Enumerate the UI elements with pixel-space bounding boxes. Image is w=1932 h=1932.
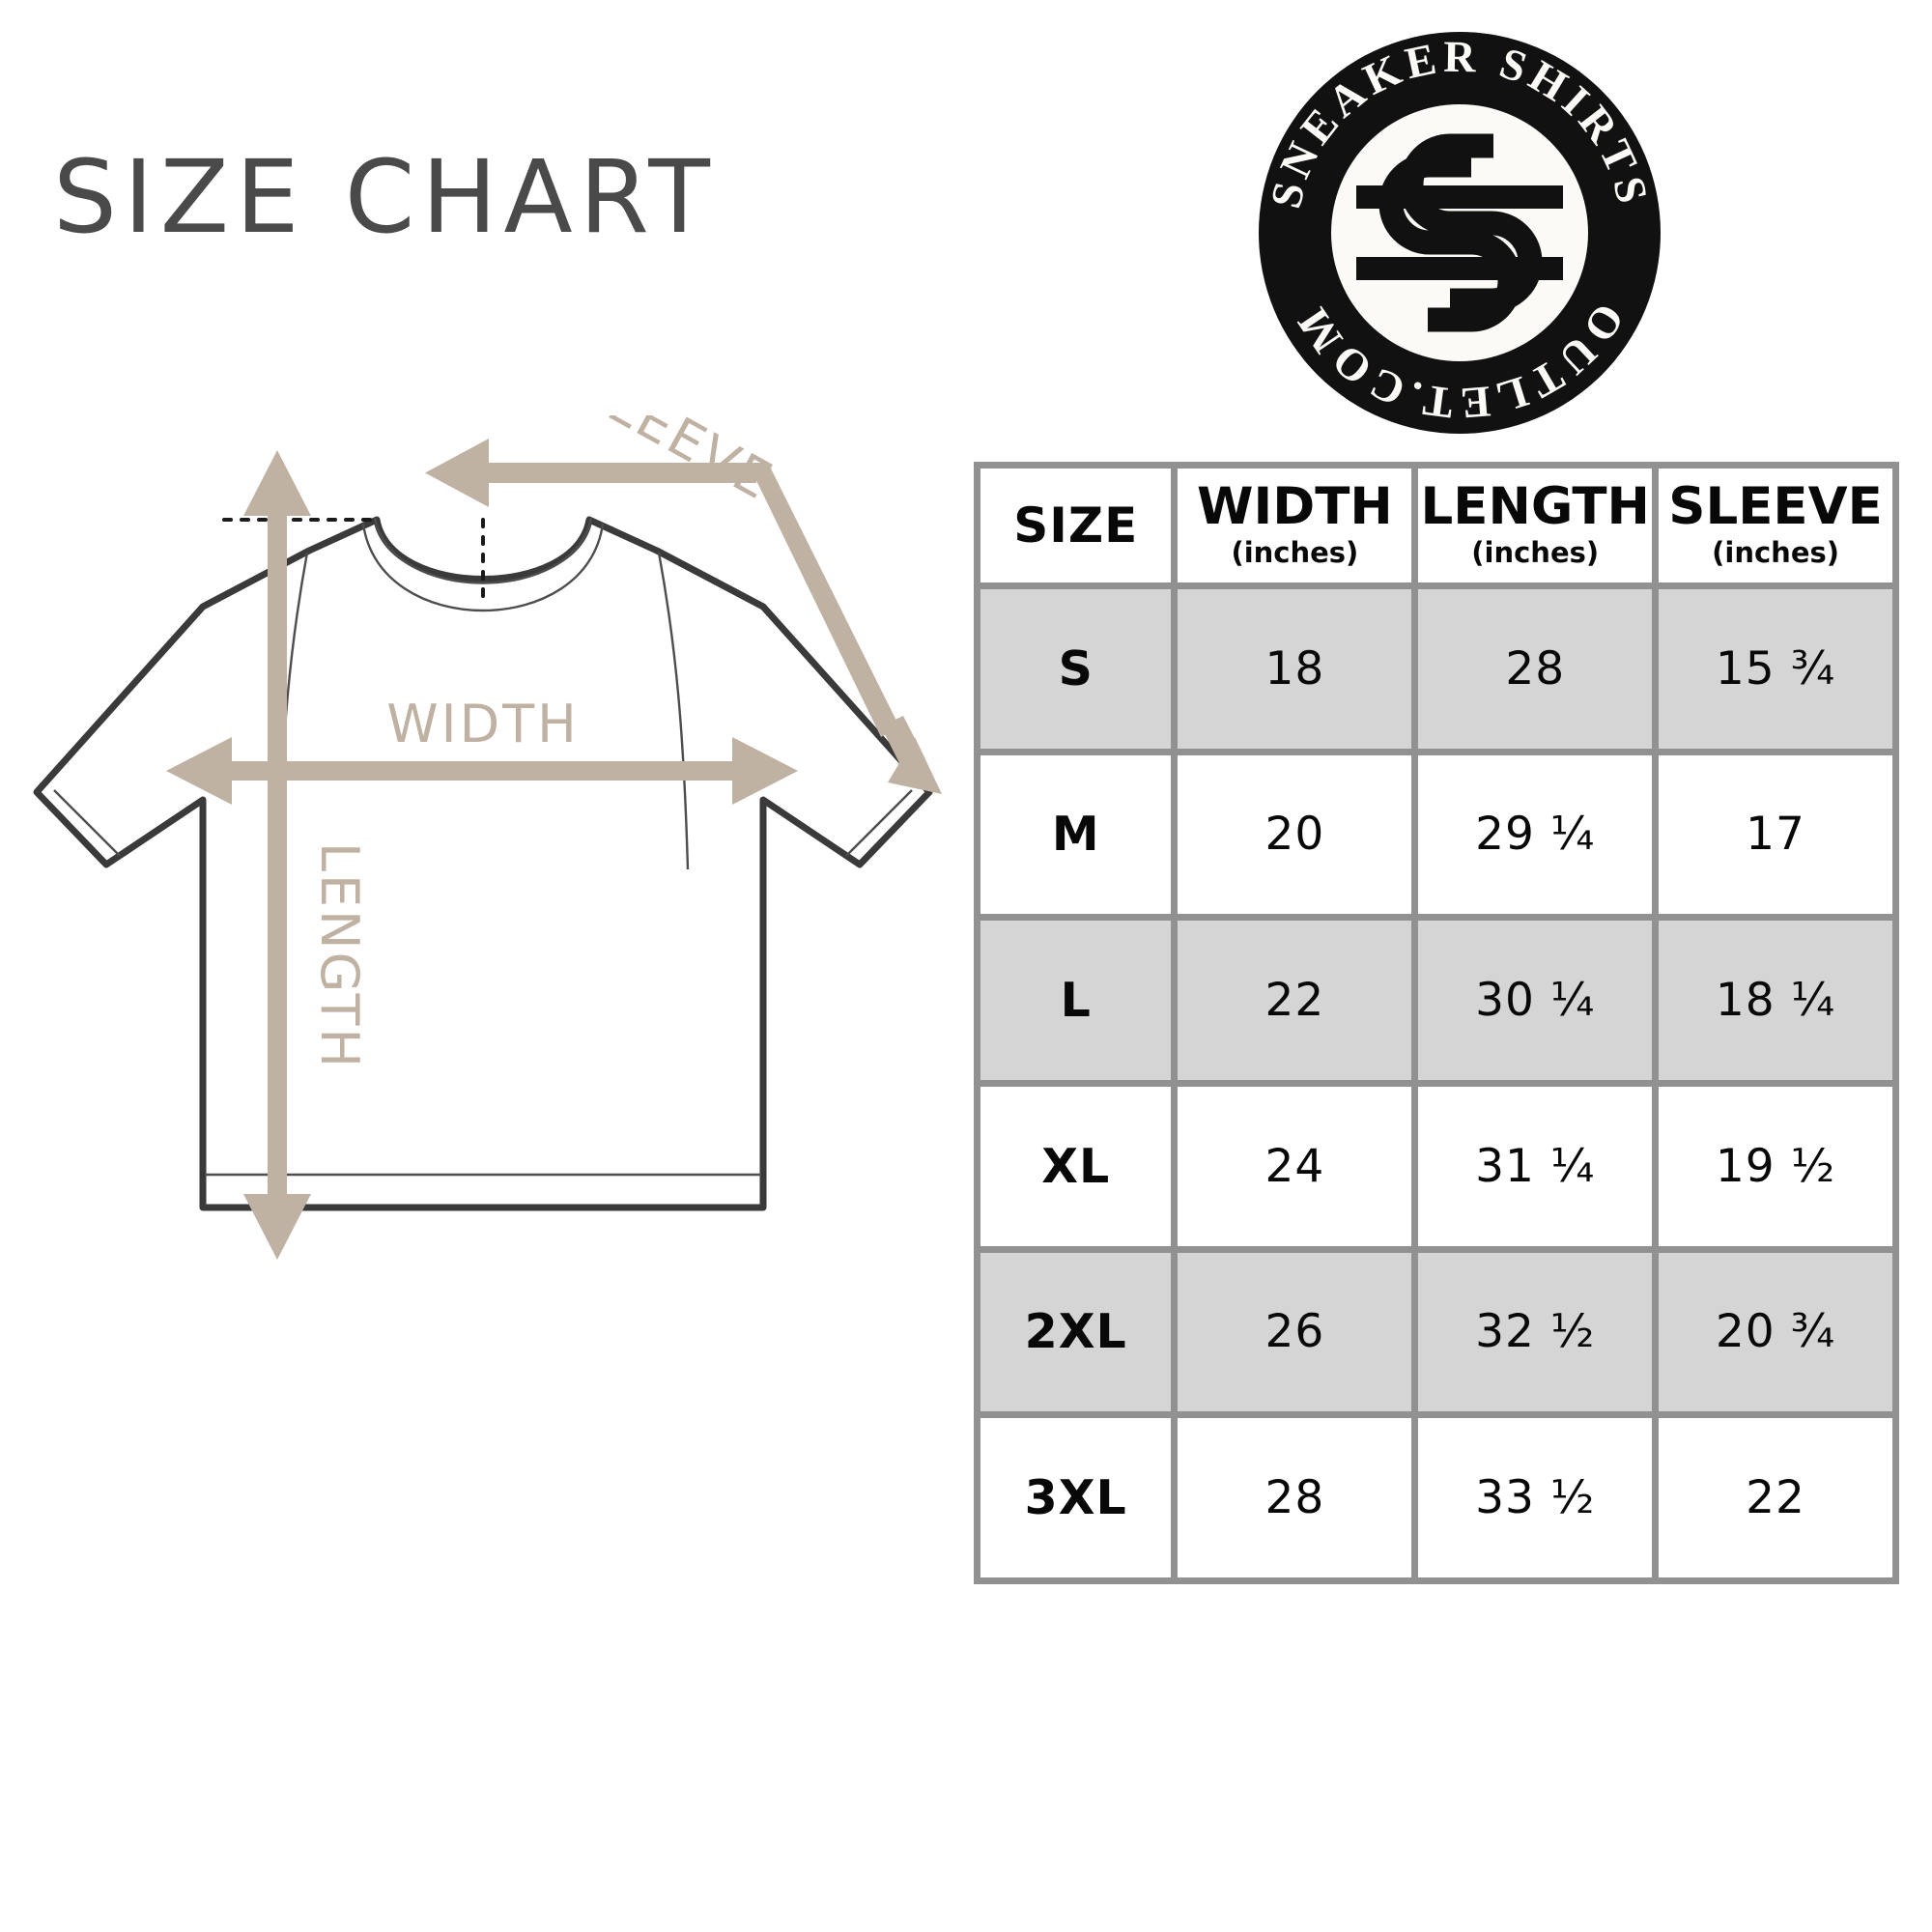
cell-length: 32 ½	[1411, 1245, 1660, 1419]
header-cell-length: LENGTH (inches)	[1411, 462, 1660, 589]
header-main-label: SLEEVE	[1668, 476, 1883, 536]
cell-sleeve: 18 ¼	[1652, 914, 1899, 1087]
header-main-label: SIZE	[1013, 497, 1139, 554]
width-arrow	[166, 737, 798, 805]
cell-width: 20	[1171, 748, 1419, 922]
table-row: 3XL 28 33 ½ 22	[973, 1411, 1899, 1584]
width-label: WIDTH	[386, 694, 580, 754]
cell-width: 28	[1171, 1411, 1419, 1584]
cell-sleeve: 19 ½	[1652, 1079, 1899, 1253]
table-row: L 22 30 ¼ 18 ¼	[973, 914, 1899, 1087]
cell-size: 2XL	[973, 1245, 1179, 1419]
cell-length: 30 ¼	[1411, 914, 1660, 1087]
cell-length: 31 ¼	[1411, 1079, 1660, 1253]
sleeve-arrow	[425, 439, 942, 794]
cell-length: 33 ½	[1411, 1411, 1660, 1584]
cell-length: 28	[1411, 582, 1660, 755]
header-sub-label: (inches)	[1712, 535, 1839, 569]
header-cell-width: WIDTH (inches)	[1171, 462, 1419, 589]
header-cell-size: SIZE	[973, 462, 1179, 589]
cell-length: 29 ¼	[1411, 748, 1660, 922]
cell-width: 22	[1171, 914, 1419, 1087]
size-chart-table: SIZE WIDTH (inches) LENGTH (inches) SLEE…	[973, 462, 1899, 1584]
tshirt-outline	[33, 516, 933, 1211]
length-arrow	[243, 450, 311, 1260]
table-row: M 20 29 ¼ 17	[973, 748, 1899, 922]
measure-arrows	[166, 439, 942, 1260]
cell-size: L	[973, 914, 1179, 1087]
tshirt-diagram: SLEEVE WIDTH LENGTH	[0, 415, 966, 1391]
table-row: XL 24 31 ¼ 19 ½	[973, 1079, 1899, 1253]
brand-logo: SNEAKER SHIRTS OUTLET.COM	[1252, 25, 1667, 440]
page-title: SIZE CHART	[53, 138, 717, 256]
cell-width: 24	[1171, 1079, 1419, 1253]
header-cell-sleeve: SLEEVE (inches)	[1652, 462, 1899, 589]
table-header-row: SIZE WIDTH (inches) LENGTH (inches) SLEE…	[973, 462, 1899, 589]
guide-dotted-lines	[222, 518, 485, 601]
cell-size: M	[973, 748, 1179, 922]
cell-size: XL	[973, 1079, 1179, 1253]
cell-width: 18	[1171, 582, 1419, 755]
table-row: S 18 28 15 ¾	[973, 582, 1899, 755]
header-main-label: LENGTH	[1420, 476, 1650, 536]
header-main-label: WIDTH	[1197, 476, 1393, 536]
cell-size: S	[973, 582, 1179, 755]
length-label: LENGTH	[309, 842, 370, 1070]
cell-width: 26	[1171, 1245, 1419, 1419]
cell-size: 3XL	[973, 1411, 1179, 1584]
table-row: 2XL 26 32 ½ 20 ¾	[973, 1245, 1899, 1419]
cell-sleeve: 20 ¾	[1652, 1245, 1899, 1419]
cell-sleeve: 17	[1652, 748, 1899, 922]
header-sub-label: (inches)	[1471, 535, 1600, 569]
ss-monogram-icon	[1356, 133, 1563, 332]
header-sub-label: (inches)	[1231, 535, 1359, 569]
cell-sleeve: 22	[1652, 1411, 1899, 1584]
cell-sleeve: 15 ¾	[1652, 582, 1899, 755]
